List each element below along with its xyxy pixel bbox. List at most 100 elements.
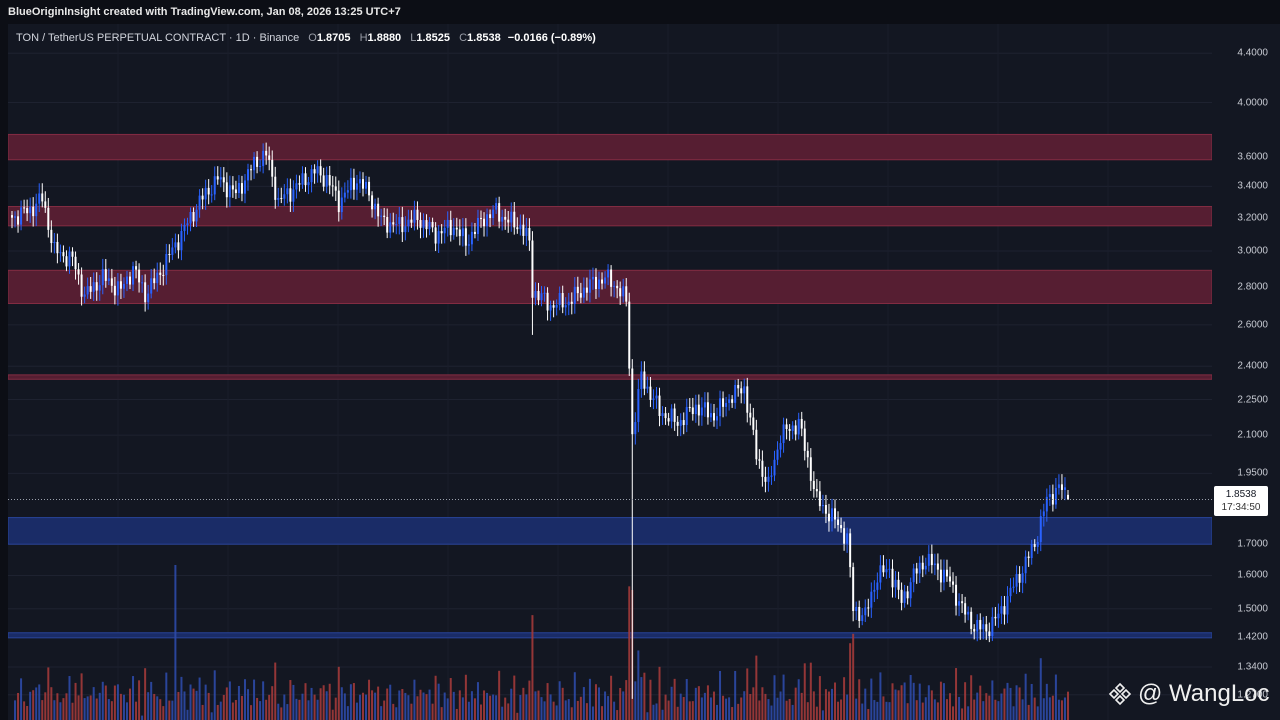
candle-body <box>295 183 298 190</box>
volume-bar <box>694 687 697 720</box>
candle-body <box>537 291 540 301</box>
volume-bar <box>643 672 646 720</box>
candle-body <box>234 189 237 194</box>
candle-body <box>1048 494 1051 497</box>
volume-bar <box>558 681 561 720</box>
candle-body <box>132 266 135 285</box>
candle-body <box>1036 541 1039 547</box>
candle-body <box>800 418 803 429</box>
candle-body <box>652 398 655 400</box>
volume-bar <box>407 695 410 720</box>
open-value: 1.8705 <box>316 32 351 44</box>
chart-credit: BlueOriginInsight created with TradingVi… <box>8 6 401 18</box>
volume-bar <box>761 687 764 720</box>
volume-bar <box>770 705 773 720</box>
candle-body <box>752 417 755 430</box>
candle-body <box>725 402 728 407</box>
price-tick: 1.3400 <box>1237 661 1268 673</box>
volume-bar <box>404 692 407 720</box>
candle-body <box>846 533 849 544</box>
candle-body <box>994 616 997 619</box>
close-value: 1.8538 <box>467 32 501 44</box>
candle-body <box>41 193 44 202</box>
candle-body <box>416 209 419 220</box>
candle-body <box>437 231 440 244</box>
volume-bar <box>443 692 446 720</box>
candle-body <box>213 176 216 195</box>
volume-bar <box>658 666 661 720</box>
volume-bar <box>1067 691 1069 720</box>
candle-body <box>153 278 156 284</box>
volume-bar <box>712 691 715 720</box>
candle-body <box>570 301 573 304</box>
volume-bar <box>800 692 803 720</box>
volume-bar <box>277 703 280 720</box>
candle-body <box>785 424 788 429</box>
candle-body <box>71 251 74 257</box>
candle-body <box>915 568 918 574</box>
candle-body <box>976 619 979 632</box>
volume-bar <box>961 708 964 720</box>
candle-body <box>1000 606 1003 614</box>
candle-body <box>555 304 558 308</box>
open-label: O <box>308 32 317 44</box>
volume-bar <box>809 662 812 720</box>
volume-bar <box>958 696 961 720</box>
candle-body <box>259 166 262 168</box>
volume-bar <box>967 706 970 720</box>
volume-bar <box>546 683 549 720</box>
candlestick-chart[interactable] <box>8 24 1212 720</box>
volume-bar <box>413 679 416 720</box>
candle-body <box>458 229 461 237</box>
candle-body <box>313 169 316 174</box>
volume-bar <box>180 676 183 720</box>
candle-body <box>219 177 222 180</box>
candle-body <box>691 407 694 415</box>
candle-body <box>942 569 945 583</box>
volume-bar <box>743 691 746 720</box>
chart-pane[interactable]: TON / TetherUS PERPETUAL CONTRACT · 1D ·… <box>8 24 1212 720</box>
candle-body <box>486 214 489 227</box>
candle-body <box>262 150 265 167</box>
candle-body <box>243 180 246 194</box>
volume-bar <box>486 692 489 720</box>
price-tick: 2.2500 <box>1237 394 1268 405</box>
volume-bar <box>325 691 328 720</box>
candle-body <box>274 176 277 200</box>
candle-body <box>361 179 364 189</box>
candle-body <box>540 293 543 301</box>
candle-body <box>26 208 29 214</box>
candle-body <box>473 231 476 235</box>
volume-bar <box>434 675 437 720</box>
volume-bar <box>894 689 897 720</box>
volume-bar <box>446 698 449 720</box>
candle-body <box>271 159 274 177</box>
volume-bar <box>1000 693 1003 720</box>
candle-body <box>861 615 864 621</box>
candle-body <box>979 619 982 630</box>
volume-bar <box>679 693 682 720</box>
volume-bar <box>1033 697 1036 720</box>
candle-body <box>162 274 165 276</box>
price-scale[interactable]: 1.8538 17:34:50 4.4000 4.0000 3.6000 3.4000… <box>1212 24 1280 720</box>
volume-bar <box>271 686 274 720</box>
candle-body <box>927 553 930 566</box>
volume-bar <box>132 676 135 720</box>
volume-bar <box>219 701 222 720</box>
volume-bar <box>56 693 59 720</box>
candle-body <box>349 177 352 191</box>
candle-body <box>289 188 292 202</box>
volume-bar <box>386 688 389 720</box>
candle-body <box>945 569 948 577</box>
candle-body <box>368 181 371 196</box>
volume-bar <box>62 698 65 720</box>
volume-bar <box>837 701 840 720</box>
candle-body <box>479 217 482 219</box>
volume-bar <box>576 700 579 720</box>
candle-body <box>410 219 413 223</box>
volume-bar <box>358 694 361 720</box>
volume-bar <box>237 685 240 720</box>
volume-bar <box>286 704 289 720</box>
candle-body <box>670 408 673 422</box>
volume-bar <box>298 699 301 720</box>
